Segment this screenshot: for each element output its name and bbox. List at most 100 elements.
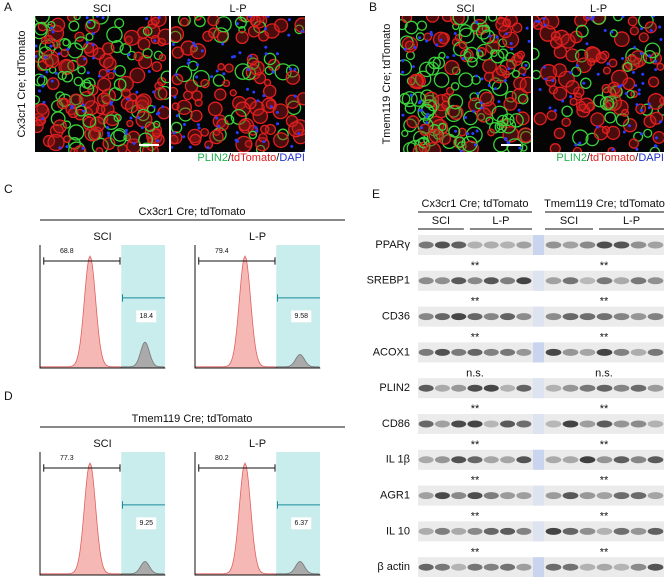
cell (121, 88, 131, 98)
cell (46, 77, 60, 91)
nucleus (475, 20, 479, 24)
nucleus (152, 105, 156, 109)
cell (423, 32, 433, 42)
cell (285, 114, 299, 128)
band (516, 527, 532, 535)
band (516, 241, 532, 249)
nucleus (210, 75, 214, 79)
cell (608, 58, 618, 68)
nucleus (171, 145, 174, 149)
cell (263, 52, 277, 66)
nucleus (653, 144, 657, 148)
cell (452, 16, 469, 26)
cell (135, 93, 152, 110)
protein-name: β actin (377, 561, 410, 573)
cell (401, 91, 418, 108)
band (647, 277, 664, 285)
nucleus (276, 122, 280, 126)
cell (491, 68, 508, 84)
cell (160, 70, 169, 84)
nucleus (254, 125, 258, 129)
gate-bar-high (277, 501, 320, 509)
cell (171, 26, 185, 43)
nucleus (86, 71, 90, 75)
band (483, 563, 499, 571)
condition-header: L-P (492, 215, 509, 227)
cell (285, 64, 300, 78)
cell (273, 132, 289, 148)
gate-region (121, 452, 165, 575)
cell (428, 56, 441, 70)
nucleus (561, 99, 565, 103)
nucleus (517, 108, 521, 112)
stain-name: / (587, 152, 591, 164)
nucleus (628, 124, 632, 128)
nucleus (197, 126, 201, 130)
gate-bar-high (122, 501, 165, 509)
stain-name: / (276, 152, 280, 164)
cell (506, 138, 524, 152)
cell (217, 63, 225, 71)
nucleus (624, 92, 628, 96)
marker-lane (533, 306, 544, 327)
cell (412, 144, 428, 152)
cell (649, 146, 661, 152)
significance: ** (600, 260, 609, 272)
nucleus (639, 52, 643, 56)
band (579, 492, 596, 500)
nucleus (569, 71, 573, 75)
nucleus (153, 39, 157, 43)
nucleus (40, 74, 44, 78)
cell (238, 119, 251, 132)
nucleus (269, 105, 273, 109)
cell (474, 101, 483, 110)
cell (438, 122, 447, 131)
nucleus (654, 68, 658, 72)
nucleus (452, 54, 456, 58)
cell (574, 92, 583, 101)
histogram-main (39, 462, 123, 576)
band (418, 492, 434, 500)
cell (561, 117, 571, 127)
value-box (291, 310, 312, 323)
nucleus (548, 106, 552, 110)
cell (256, 16, 265, 23)
nucleus (303, 149, 305, 152)
cell (454, 136, 466, 148)
cell (242, 66, 257, 81)
cell (644, 21, 657, 34)
cell (222, 79, 231, 88)
cell (543, 16, 560, 30)
cell (208, 27, 220, 39)
band (613, 348, 630, 356)
cell (272, 103, 289, 120)
cell (490, 49, 505, 64)
nucleus (544, 77, 548, 81)
protein-name: CD36 (382, 311, 410, 323)
cell (511, 22, 523, 33)
cell (187, 128, 203, 144)
band (467, 348, 483, 356)
significance: n.s. (595, 367, 613, 379)
nucleus (633, 45, 637, 49)
nucleus (464, 116, 468, 120)
significance: ** (600, 511, 609, 523)
marker-lane (533, 414, 544, 434)
histogram-positive (275, 561, 321, 576)
cell (260, 124, 270, 135)
cell (483, 71, 495, 83)
cell (458, 27, 475, 44)
nucleus (617, 85, 621, 89)
nucleus (504, 138, 508, 142)
significance: ** (600, 475, 609, 487)
cell (403, 118, 417, 133)
cell (601, 125, 611, 135)
nucleus (187, 58, 191, 62)
nucleus (590, 17, 594, 21)
cell (85, 32, 94, 41)
cell (488, 16, 498, 22)
gate-region (276, 452, 320, 575)
band (451, 241, 467, 249)
nucleus (425, 121, 429, 125)
marker-lane (533, 521, 544, 542)
